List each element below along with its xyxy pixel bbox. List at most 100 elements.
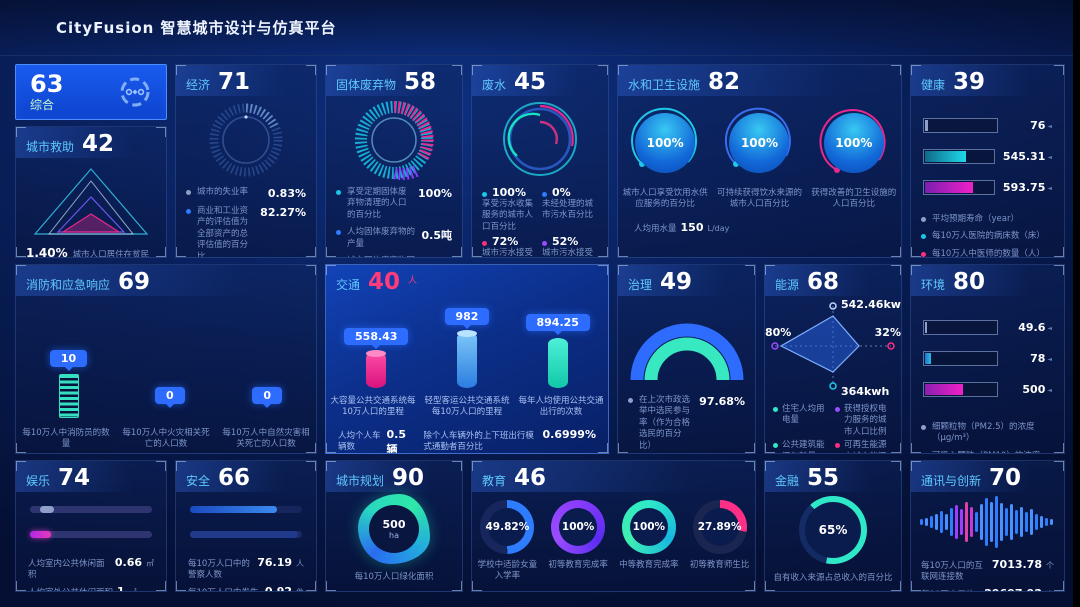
panel-rescue[interactable]: 城市救助 42 1.40% 城市人口居住在贫民窟的比例 <box>15 126 167 258</box>
panel-environment[interactable]: 环境 80 49.6 78 500 细颗粒物（PM2.5）的浓度（μg/m³） … <box>910 264 1065 454</box>
panel-score: 42 <box>82 131 115 157</box>
panel-header: 安全 66 <box>176 461 316 492</box>
water-gauge: 100% 可持续获得饮水来源的城市人口百分比 <box>716 106 802 211</box>
panel-title: 娱乐 <box>26 474 51 488</box>
panel-traffic[interactable]: 交通 40 人 558.43 982 894.25 大容量公共 <box>325 264 609 454</box>
person-icon: 人 <box>408 276 418 286</box>
metric-label: 城市污水接受二级处理的比例 <box>542 248 594 258</box>
metric-label: 城市固体废弃物回收利用的比例 <box>347 256 420 257</box>
panel-energy[interactable]: 能源 68 542.46kwh 80% 32% 364kwh <box>764 264 902 454</box>
bar-value: 593.75 <box>1003 181 1052 194</box>
panel-urban-planning[interactable]: 城市规划 90 500 ha 每10万人口绿化面积 <box>325 460 463 592</box>
metric-label: 城市人口居住在贫民窟的比例 <box>72 250 150 258</box>
panel-education[interactable]: 教育 46 49.82% 学校中适龄女童入学率 100% 初等教育完成率 100… <box>471 460 756 592</box>
panel-header: 健康 39 <box>911 65 1064 96</box>
composite-score-card[interactable]: 63 综合 <box>15 64 167 120</box>
gauge-label: 可持续获得饮水来源的城市人口百分比 <box>716 188 802 210</box>
panel-score: 40 <box>368 269 401 295</box>
panel-water-sanitation[interactable]: 水和卫生设施 82 100% 城市人口享受饮用水供应服务的百分比 <box>617 64 902 258</box>
metric-label: 轻型客运公共交通系统每10万人口的里程 <box>424 396 510 418</box>
metric-value: 1.40% <box>26 246 68 258</box>
panel-title: 废水 <box>482 78 507 92</box>
panel-solid-waste[interactable]: 固体废弃物 58 享受定期固体废弃物清理的人口的百分比 100% 人均固体废弃物的… <box>325 64 463 258</box>
panel-score: 55 <box>807 465 840 491</box>
app-header: CityFusion 智慧城市设计与仿真平台 <box>0 0 1080 56</box>
panel-economy[interactable]: 经济 71 城市的失业率 0.83% 商业和工业资产的评估值为全部资产的总评估值的… <box>175 64 317 258</box>
panel-header: 金融 55 <box>765 461 901 492</box>
panel-score: 90 <box>392 465 425 491</box>
water-footer-unit: L/day <box>707 223 730 233</box>
panel-title: 通讯与创新 <box>921 474 982 488</box>
metric-label: 每10万人中自然灾害相关死亡的人口数 <box>222 428 310 450</box>
panel-header: 城市救助 42 <box>16 127 166 158</box>
slider-indoor[interactable] <box>30 506 152 513</box>
panel-wastewater[interactable]: 废水 45 100% 享受污水收集服务的城市人口百分比 0% 未经处理的城市污水百分… <box>471 64 609 258</box>
panel-title: 健康 <box>921 78 946 92</box>
education-donut: 100% 初等教育完成率 <box>546 500 610 583</box>
bar-value: 76 <box>1006 119 1052 132</box>
bullet-icon <box>542 191 547 197</box>
panel-title: 城市规划 <box>336 474 385 488</box>
panel-score: 70 <box>989 465 1022 491</box>
panel-governance[interactable]: 治理 49 在上次市政选举中选民参与率（作为合格选民的百分比）97.68% 投票… <box>617 264 756 454</box>
bullet-icon <box>542 240 547 246</box>
axis-value-right: 32% <box>874 326 901 339</box>
panel-score: 46 <box>514 465 547 491</box>
panel-title: 水和卫生设施 <box>628 78 701 92</box>
column-composite: 63 综合 城市救助 42 <box>15 64 167 258</box>
bullet-icon <box>628 398 633 403</box>
bar-value: 49.6 <box>1006 321 1052 334</box>
gauge-label: 城市人口享受饮用水供应服务的百分比 <box>622 188 708 210</box>
panel-score: 58 <box>404 69 437 95</box>
panel-header: 治理 49 <box>618 265 755 296</box>
education-donut: 100% 中等教育完成率 <box>617 500 681 583</box>
donut-value: 49.82% <box>485 521 530 533</box>
panel-score: 68 <box>807 269 840 295</box>
panel-score: 71 <box>218 69 251 95</box>
panel-grid: 63 综合 城市救助 42 <box>15 64 1065 592</box>
panel-score: 66 <box>218 465 251 491</box>
panel-telecom-innovation[interactable]: 通讯与创新 70 <box>910 460 1065 592</box>
panel-fire-emergency[interactable]: 消防和应急响应 69 10 0 0 每10万人中消防员的数量 每10万人中火灾相… <box>15 264 317 454</box>
health-bar: 593.75 <box>911 180 1064 195</box>
traffic-bar: 558.43 <box>344 328 409 388</box>
legend-item: 公共建筑能源年耗量 <box>773 440 831 453</box>
environment-bar: 500 <box>911 382 1064 397</box>
legend-label: 可吸入颗粒（PM10）的浓度（μg/m³） <box>932 451 1054 453</box>
metric-label: 未经处理的城市污水百分比 <box>542 199 594 221</box>
bullet-icon <box>921 425 926 430</box>
slider-outdoor[interactable] <box>30 531 152 538</box>
panel-title: 固体废弃物 <box>336 78 397 92</box>
bullet-icon <box>482 191 487 197</box>
health-bar: 545.31 <box>911 149 1064 164</box>
bar-value: 545.31 <box>1003 150 1052 163</box>
panel-finance[interactable]: 金融 55 65% 自有收入来源占总收入的百分比 <box>764 460 902 592</box>
value-tooltip: 982 <box>444 308 490 329</box>
panel-score: 69 <box>118 269 151 295</box>
legend-item: 可再生能源占城市能源的比重 <box>835 440 893 453</box>
traffic-footnote: 人均个人车辆数 0.5辆 <box>338 427 407 454</box>
panel-title: 金融 <box>775 474 800 488</box>
water-gauge: 100% 城市人口享受饮用水供应服务的百分比 <box>622 106 708 211</box>
panel-score: 74 <box>58 465 91 491</box>
recreation-metric: 人均室内公共休闲面积 0.66 ㎡ <box>28 556 154 581</box>
panel-health[interactable]: 健康 39 76 545.31 593.75 平均预期寿命（year） 每10万… <box>910 64 1065 258</box>
water-gauge: 100% 获得改善的卫生设施的人口百分比 <box>811 106 897 211</box>
bar-value: 78 <box>1006 352 1052 365</box>
gauge-value: 100% <box>646 136 684 150</box>
economy-ring-chart <box>209 103 283 177</box>
panel-score: 80 <box>953 269 986 295</box>
green-area-blob: 500 ha <box>358 494 430 564</box>
fire-metric: 10 <box>49 350 88 418</box>
metric-label: 商业和工业资产的评估值为全部资产的总评估值的百分比 <box>197 206 249 258</box>
panel-header: 消防和应急响应 69 <box>16 265 316 296</box>
telecom-metric: 每10万人口的互联网连接数 7013.78 个 <box>921 558 1054 583</box>
donut-label: 中等教育完成率 <box>619 560 679 570</box>
app-title: CityFusion 智慧城市设计与仿真平台 <box>56 19 337 37</box>
legend-item: 获得授权电力服务的城市人口比例 <box>835 404 893 438</box>
metric-label: 享受定期固体废弃物清理的人口的百分比 <box>347 187 407 220</box>
metric-value: 0% <box>552 186 571 199</box>
bullet-icon <box>336 190 341 195</box>
